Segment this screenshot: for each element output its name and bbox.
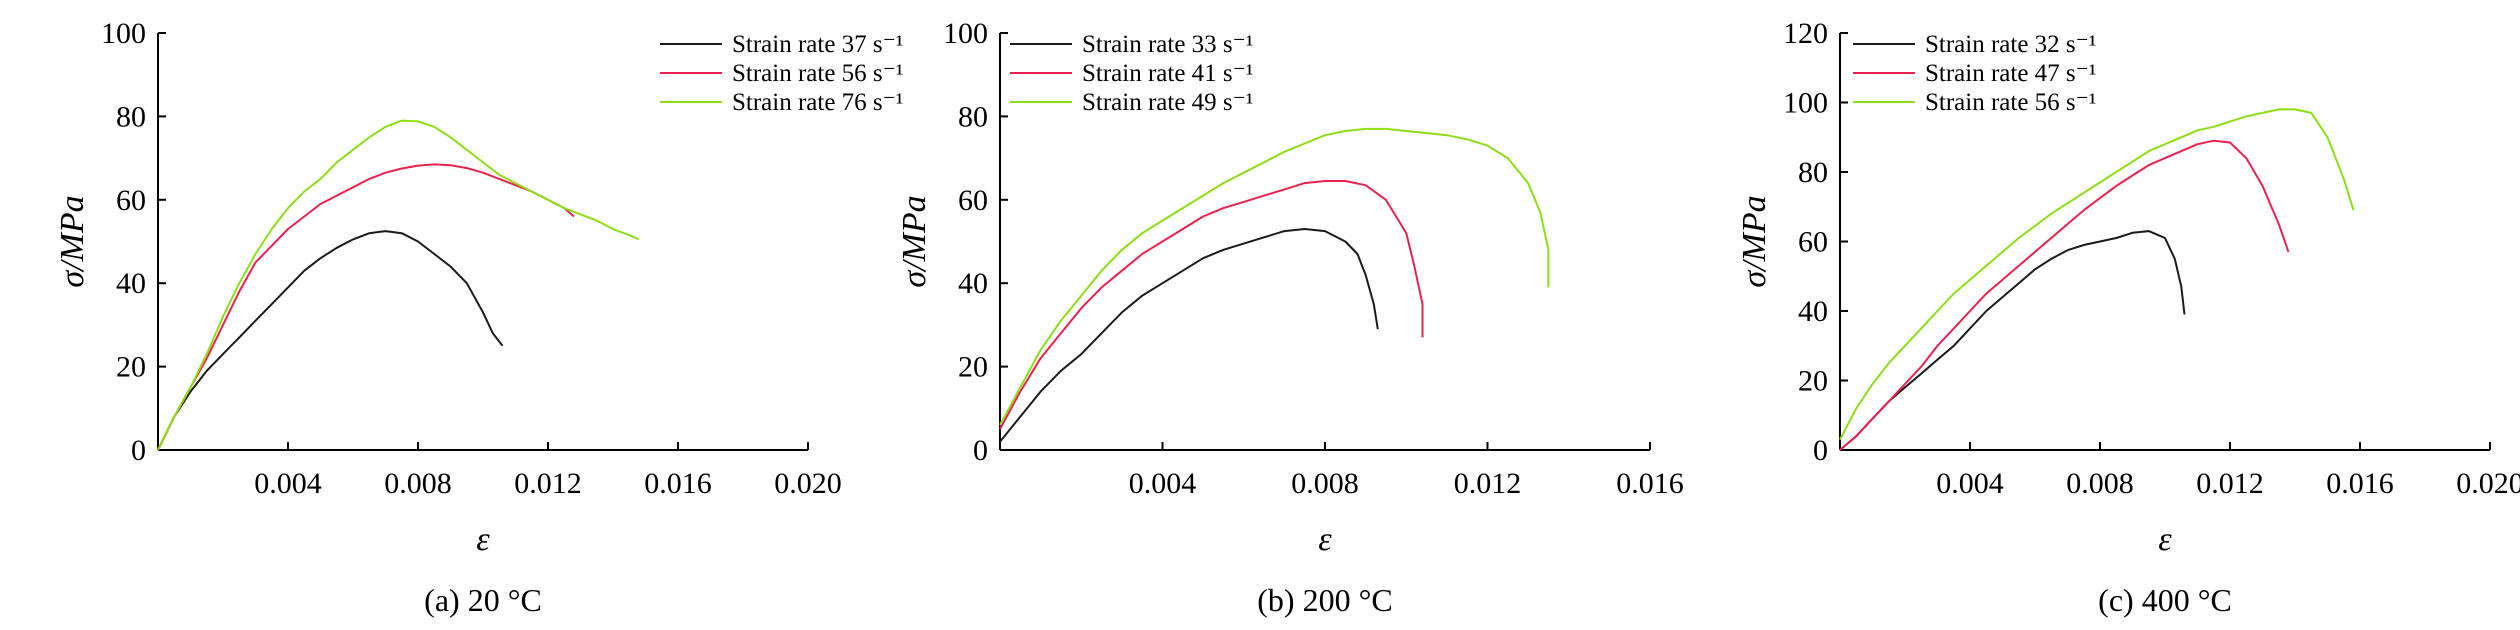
panel-caption: (c) 400 °C — [2098, 582, 2232, 618]
legend-label: Strain rate 49 s⁻¹ — [1082, 89, 1253, 116]
y-tick-label: 20 — [958, 351, 988, 384]
legend-label: Strain rate 37 s⁻¹ — [732, 31, 903, 58]
panel-caption: (b) 200 °C — [1257, 582, 1392, 618]
x-tick-label: 0.012 — [514, 467, 582, 500]
series-line-2 — [999, 180, 1424, 430]
y-tick-label: 100 — [101, 17, 146, 50]
chart-panel-1: 0.004 0.008 0.012 0.016 0.020 0 20 40 60 80 100 ε σ/… — [54, 17, 903, 618]
series-line-1 — [157, 230, 504, 451]
y-tick-label: 60 — [958, 184, 988, 217]
y-tick-label: 20 — [1798, 365, 1828, 398]
x-tick-label: 0.004 — [1129, 467, 1197, 500]
y-tick-label: 80 — [958, 100, 988, 133]
series-line-3 — [1839, 108, 2355, 441]
legend-label: Strain rate 76 s⁻¹ — [732, 89, 903, 116]
series-line-1 — [999, 228, 1379, 443]
x-tick-label: 0.008 — [1291, 467, 1359, 500]
legend-label: Strain rate 41 s⁻¹ — [1082, 60, 1253, 87]
series-line-1 — [1839, 230, 2186, 451]
y-tick-label: 80 — [1798, 156, 1828, 189]
y-tick-label: 40 — [116, 267, 146, 300]
series-line-2 — [157, 163, 575, 451]
chart-panel-2: 0.004 0.008 0.012 0.016 0 20 40 60 80 100 ε σ/MPa St… — [896, 17, 1684, 618]
y-tick-label: 0 — [973, 434, 988, 467]
legend-label: Strain rate 32 s⁻¹ — [1925, 31, 2096, 58]
y-tick-label: 60 — [116, 184, 146, 217]
y-tick-label: 100 — [1783, 87, 1828, 120]
x-tick-label: 0.012 — [1454, 467, 1522, 500]
legend-label: Strain rate 56 s⁻¹ — [732, 60, 903, 87]
y-axis-label: σ/MPa — [1736, 195, 1773, 287]
x-tick-label: 0.016 — [644, 467, 712, 500]
y-tick-label: 120 — [1783, 17, 1828, 50]
x-tick-label: 0.004 — [254, 467, 322, 500]
legend-label: Strain rate 33 s⁻¹ — [1082, 31, 1253, 58]
y-tick-label: 80 — [116, 100, 146, 133]
legend-label: Strain rate 47 s⁻¹ — [1925, 60, 2096, 87]
y-tick-label: 40 — [1798, 295, 1828, 328]
y-tick-label: 20 — [116, 351, 146, 384]
x-tick-label: 0.004 — [1936, 467, 2004, 500]
x-tick-label: 0.016 — [1616, 467, 1684, 500]
y-axis-label: σ/MPa — [54, 195, 91, 287]
x-tick-label: 0.008 — [384, 467, 452, 500]
x-tick-label: 0.020 — [2456, 467, 2520, 500]
x-axis-label: ε — [476, 521, 490, 558]
x-tick-label: 0.012 — [2196, 467, 2264, 500]
x-axis-label: ε — [1318, 521, 1332, 558]
x-tick-label: 0.016 — [2326, 467, 2394, 500]
y-tick-label: 40 — [958, 267, 988, 300]
y-tick-label: 60 — [1798, 226, 1828, 259]
y-axis-label: σ/MPa — [896, 195, 933, 287]
x-axis-label: ε — [2158, 521, 2172, 558]
x-tick-label: 0.008 — [2066, 467, 2134, 500]
y-tick-label: 0 — [1813, 434, 1828, 467]
y-tick-label: 100 — [943, 17, 988, 50]
panel-caption: (a) 20 °C — [424, 582, 542, 618]
series-line-2 — [1839, 139, 2290, 451]
chart-panel-3: 0.004 0.008 0.012 0.016 0.020 0 20 40 60 80 100 120… — [1736, 17, 2520, 618]
series-line-3 — [157, 119, 640, 451]
y-tick-label: 0 — [131, 434, 146, 467]
series-line-3 — [999, 127, 1550, 426]
legend-label: Strain rate 56 s⁻¹ — [1925, 89, 2096, 116]
x-tick-label: 0.020 — [774, 467, 842, 500]
